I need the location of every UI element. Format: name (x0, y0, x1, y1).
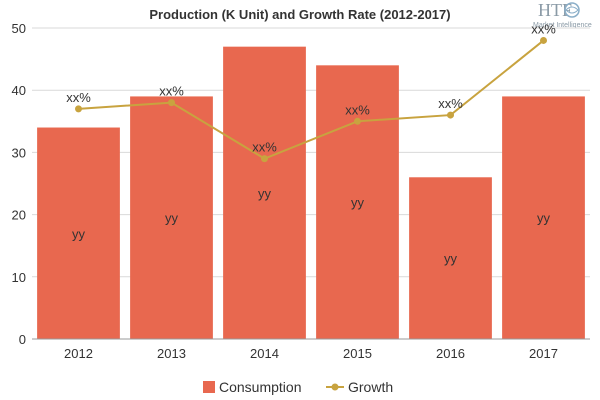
x-tick-label: 2017 (529, 346, 558, 361)
bar-data-label: yy (72, 226, 86, 241)
line-data-label: xx% (252, 140, 277, 155)
y-axis-ticks: 0 10 20 30 40 50 (12, 21, 26, 347)
x-tick-label: 2013 (157, 346, 186, 361)
globe-icon (564, 2, 580, 18)
logo-mark: HTF (538, 0, 572, 20)
growth-point (261, 155, 268, 163)
bar-data-label: yy (351, 195, 365, 210)
htf-logo: HTF Market Intelligence (533, 0, 592, 29)
y-tick-label: 30 (12, 145, 26, 160)
y-tick-label: 40 (12, 83, 26, 98)
x-tick-label: 2012 (64, 346, 93, 361)
y-tick-label: 10 (12, 270, 26, 285)
chart-title: Production (K Unit) and Growth Rate (201… (149, 7, 450, 22)
legend-label-growth: Growth (348, 379, 393, 395)
bar (502, 96, 585, 339)
y-tick-label: 0 (19, 332, 26, 347)
bar-series (37, 46, 585, 340)
line-series (75, 36, 547, 163)
growth-line (78, 39, 545, 160)
bar (223, 46, 306, 339)
y-tick-label: 20 (12, 208, 26, 223)
line-data-label: xx% (159, 84, 184, 99)
y-gridlines (32, 27, 590, 278)
x-tick-label: 2015 (343, 346, 372, 361)
line-data-label: xx% (438, 96, 463, 111)
x-tick-label: 2016 (436, 346, 465, 361)
line-data-label: xx% (531, 21, 556, 36)
legend-label-consumption: Consumption (219, 379, 302, 395)
growth-point (168, 99, 175, 107)
legend-marker-growth (331, 383, 339, 391)
growth-point (75, 105, 82, 113)
growth-point (354, 117, 361, 125)
bar (37, 127, 120, 340)
growth-point (447, 111, 454, 119)
globe-meridian-icon (565, 6, 579, 14)
y-tick-label: 50 (12, 21, 26, 36)
bar-data-label: yy (444, 251, 458, 266)
bar-data-label: yy (165, 211, 179, 226)
logo-tagline: Market Intelligence (533, 22, 592, 29)
bar-data-label: yy (537, 211, 551, 226)
legend-swatch-consumption (203, 381, 215, 393)
growth-point (540, 36, 547, 44)
bar (409, 177, 492, 339)
bar (316, 65, 399, 339)
x-axis-ticks: 2012 2013 2014 2015 2016 2017 (64, 346, 558, 361)
line-data-labels: xx% xx% xx% xx% xx% xx% (66, 21, 556, 154)
line-data-label: xx% (345, 102, 370, 117)
x-tick-label: 2014 (250, 346, 279, 361)
bar (130, 96, 213, 339)
legend: Consumption Growth (203, 379, 393, 395)
bar-data-labels: yy yy yy yy yy yy (72, 186, 551, 266)
line-data-label: xx% (66, 90, 91, 105)
bar-data-label: yy (258, 186, 272, 201)
